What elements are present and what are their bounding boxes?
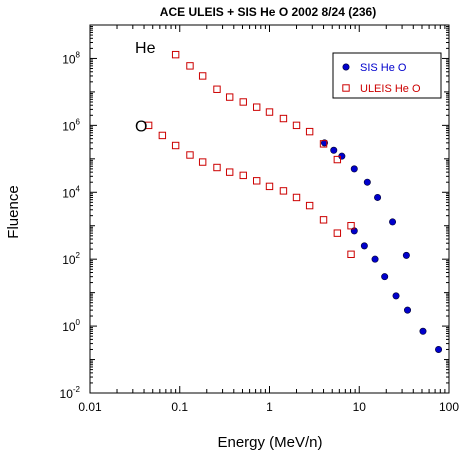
uleis-data-point bbox=[347, 222, 355, 230]
sis-data-point bbox=[371, 255, 379, 263]
uleis-data-point bbox=[252, 177, 261, 185]
uleis-data-point bbox=[171, 50, 180, 59]
sis-data-point bbox=[320, 139, 328, 147]
legend-marker-sis bbox=[342, 63, 350, 71]
uleis-data-point bbox=[305, 127, 314, 136]
x-tick-label: 10 bbox=[353, 400, 367, 414]
sis-data-point bbox=[419, 327, 427, 335]
uleis-data-point bbox=[171, 141, 180, 150]
x-tick-label: 0.1 bbox=[171, 400, 188, 414]
chart-title: ACE ULEIS + SIS He O 2002 8/24 (236) bbox=[160, 5, 376, 19]
uleis-data-point bbox=[333, 155, 342, 164]
legend-box bbox=[332, 52, 442, 99]
uleis-data-point bbox=[198, 72, 207, 80]
y-tick-label: 108 bbox=[62, 50, 80, 66]
uleis-data-point bbox=[279, 114, 288, 123]
uleis-data-point bbox=[252, 103, 261, 111]
y-tick-label: 106 bbox=[62, 117, 80, 133]
sis-data-point bbox=[404, 306, 412, 314]
uleis-data-point bbox=[144, 121, 153, 130]
sis-data-point bbox=[389, 218, 397, 226]
uleis-data-point bbox=[265, 108, 274, 116]
uleis-data-point bbox=[279, 187, 288, 195]
sis-data-point bbox=[360, 242, 368, 250]
uleis-data-point bbox=[347, 250, 355, 258]
y-tick-label: 100 bbox=[62, 318, 80, 334]
annotation-he: He bbox=[135, 40, 156, 57]
legend-marker-uleis bbox=[342, 84, 350, 92]
annotation-o: O bbox=[135, 118, 147, 135]
sis-data-point bbox=[350, 165, 358, 173]
axis-tick-labels: 0.01 0.1 1 10 100 10-2 100 102 104 106 108 bbox=[60, 50, 460, 414]
series-o-sis bbox=[350, 227, 443, 353]
y-tick-label: 10-2 bbox=[60, 385, 81, 401]
sis-data-point bbox=[374, 193, 382, 201]
uleis-data-point bbox=[292, 121, 301, 130]
legend-label: SIS He O bbox=[360, 62, 407, 74]
series-he-sis bbox=[320, 139, 410, 259]
uleis-data-point bbox=[186, 151, 194, 159]
legend: SIS He O ULEIS He O bbox=[332, 52, 442, 99]
uleis-data-point bbox=[239, 98, 247, 106]
series-he-uleis bbox=[171, 50, 355, 230]
uleis-data-point bbox=[265, 182, 274, 191]
x-tick-label: 100 bbox=[439, 400, 459, 414]
sis-data-point bbox=[381, 273, 389, 281]
uleis-data-point bbox=[305, 201, 314, 210]
series-o-uleis bbox=[144, 121, 355, 258]
uleis-data-point bbox=[213, 85, 221, 93]
data-points bbox=[144, 50, 443, 353]
series-annotations: He O bbox=[135, 40, 156, 135]
uleis-data-point bbox=[319, 140, 328, 148]
axis-ticks bbox=[89, 25, 449, 394]
y-tick-label: 102 bbox=[62, 251, 80, 267]
sis-data-point bbox=[330, 146, 338, 154]
uleis-data-point bbox=[213, 163, 221, 172]
x-tick-label: 0.01 bbox=[78, 400, 102, 414]
x-tick-label: 1 bbox=[266, 400, 273, 414]
legend-label: ULEIS He O bbox=[360, 83, 421, 95]
uleis-data-point bbox=[319, 216, 328, 224]
sis-data-point bbox=[435, 345, 443, 353]
uleis-data-point bbox=[292, 193, 301, 202]
uleis-data-point bbox=[186, 62, 194, 70]
uleis-data-point bbox=[225, 93, 234, 101]
uleis-data-point bbox=[333, 229, 342, 237]
x-axis-label: Energy (MeV/n) bbox=[217, 434, 322, 451]
sis-data-point bbox=[402, 251, 410, 259]
uleis-data-point bbox=[239, 171, 247, 180]
y-axis-label: Fluence bbox=[5, 185, 22, 238]
sis-data-point bbox=[363, 178, 371, 186]
uleis-data-point bbox=[198, 158, 207, 166]
uleis-data-point bbox=[225, 168, 234, 176]
y-tick-label: 104 bbox=[62, 184, 80, 200]
sis-data-point bbox=[392, 292, 400, 300]
uleis-data-point bbox=[158, 131, 167, 140]
